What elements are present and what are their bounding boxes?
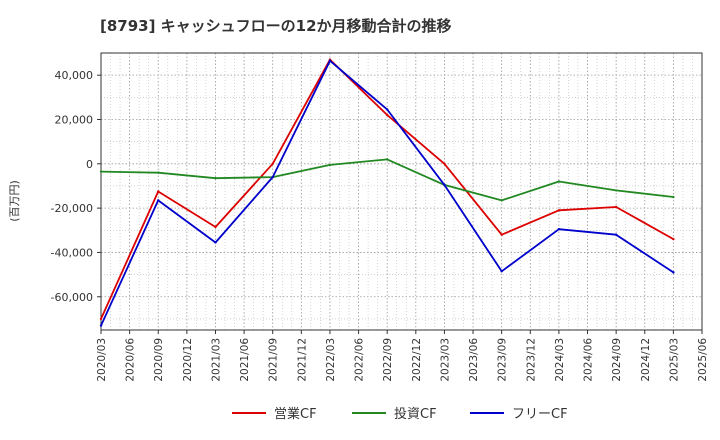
data-point xyxy=(271,162,274,165)
x-tick-label: 2023/03 xyxy=(439,338,451,382)
x-tick-label: 2025/06 xyxy=(697,338,709,382)
data-point xyxy=(99,317,103,321)
series-layer xyxy=(99,58,675,327)
x-tick-label: 2024/09 xyxy=(611,338,623,382)
x-tick-label: 2020/09 xyxy=(153,338,165,382)
x-tick-label: 2024/06 xyxy=(583,338,595,382)
legend-label: フリーCF xyxy=(512,407,568,422)
data-point xyxy=(157,199,160,202)
data-point xyxy=(99,170,103,173)
data-point xyxy=(385,113,389,117)
data-point xyxy=(214,177,217,180)
data-point xyxy=(672,237,675,241)
x-tick-label: 2021/03 xyxy=(210,338,222,382)
data-point xyxy=(271,175,274,179)
x-tick-label: 2024/12 xyxy=(640,338,652,382)
legend-item: フリーCF xyxy=(470,407,568,422)
y-tick-label: 40,000 xyxy=(55,69,94,82)
legend-item: 営業CF xyxy=(232,406,317,422)
chart-title: [8793] キャッシュフローの12か月移動合計の推移 xyxy=(100,17,452,35)
y-tick-label: 20,000 xyxy=(55,113,94,126)
data-point xyxy=(557,209,561,212)
y-tick-label: -60,000 xyxy=(51,291,93,304)
y-tick-label: -40,000 xyxy=(51,246,93,259)
plot-frame xyxy=(100,52,703,331)
legend-label: 投資CF xyxy=(394,406,437,422)
plot-area xyxy=(101,53,702,330)
data-point xyxy=(99,324,103,327)
data-point xyxy=(614,233,618,236)
data-point xyxy=(214,241,217,244)
x-tick-label: 2021/09 xyxy=(268,338,280,382)
data-point xyxy=(328,59,332,62)
x-tick-label: 2025/03 xyxy=(668,338,680,382)
data-point xyxy=(500,233,503,236)
data-point xyxy=(157,190,160,193)
data-point xyxy=(557,227,561,231)
data-point xyxy=(614,189,618,192)
data-point xyxy=(328,163,332,167)
legend-label: 営業CF xyxy=(274,406,317,422)
data-point xyxy=(672,195,675,199)
x-tick-label: 2020/06 xyxy=(125,338,137,382)
x-tick-label: 2024/03 xyxy=(554,338,566,382)
y-axis-label: (百万円) xyxy=(8,180,21,222)
grid-layer xyxy=(100,53,703,330)
x-tick-label: 2022/06 xyxy=(354,338,366,382)
x-tick-label: 2023/09 xyxy=(497,338,509,382)
data-point xyxy=(557,180,561,183)
x-tick-label: 2023/06 xyxy=(468,338,480,382)
legend-item: 投資CF xyxy=(352,406,437,422)
legend: 営業CF 投資CF フリーCF xyxy=(232,406,568,422)
x-tick-label: 2022/03 xyxy=(325,338,337,382)
x-tick-label: 2022/09 xyxy=(382,338,394,382)
data-point xyxy=(385,158,389,161)
x-tick-label: 2023/12 xyxy=(525,338,537,382)
data-point xyxy=(500,199,503,202)
data-point xyxy=(500,270,503,273)
x-tick-label: 2020/03 xyxy=(96,338,108,382)
axis-layer: 40,000 20,000 0 -20,000 -40,000 -60,000 2020/0… xyxy=(51,52,709,382)
x-tick-label: 2022/12 xyxy=(411,338,423,382)
data-point xyxy=(614,205,618,209)
y-tick-label: 0 xyxy=(86,158,93,171)
x-tick-label: 2020/12 xyxy=(182,338,194,382)
data-point xyxy=(214,225,217,229)
x-tick-label: 2021/12 xyxy=(296,338,308,382)
data-point xyxy=(672,271,675,274)
y-tick-label: -20,000 xyxy=(51,202,93,215)
data-point xyxy=(157,171,160,174)
data-point xyxy=(443,162,446,165)
data-point xyxy=(443,183,446,187)
x-tick-label: 2021/06 xyxy=(239,338,251,382)
data-point xyxy=(385,108,389,111)
